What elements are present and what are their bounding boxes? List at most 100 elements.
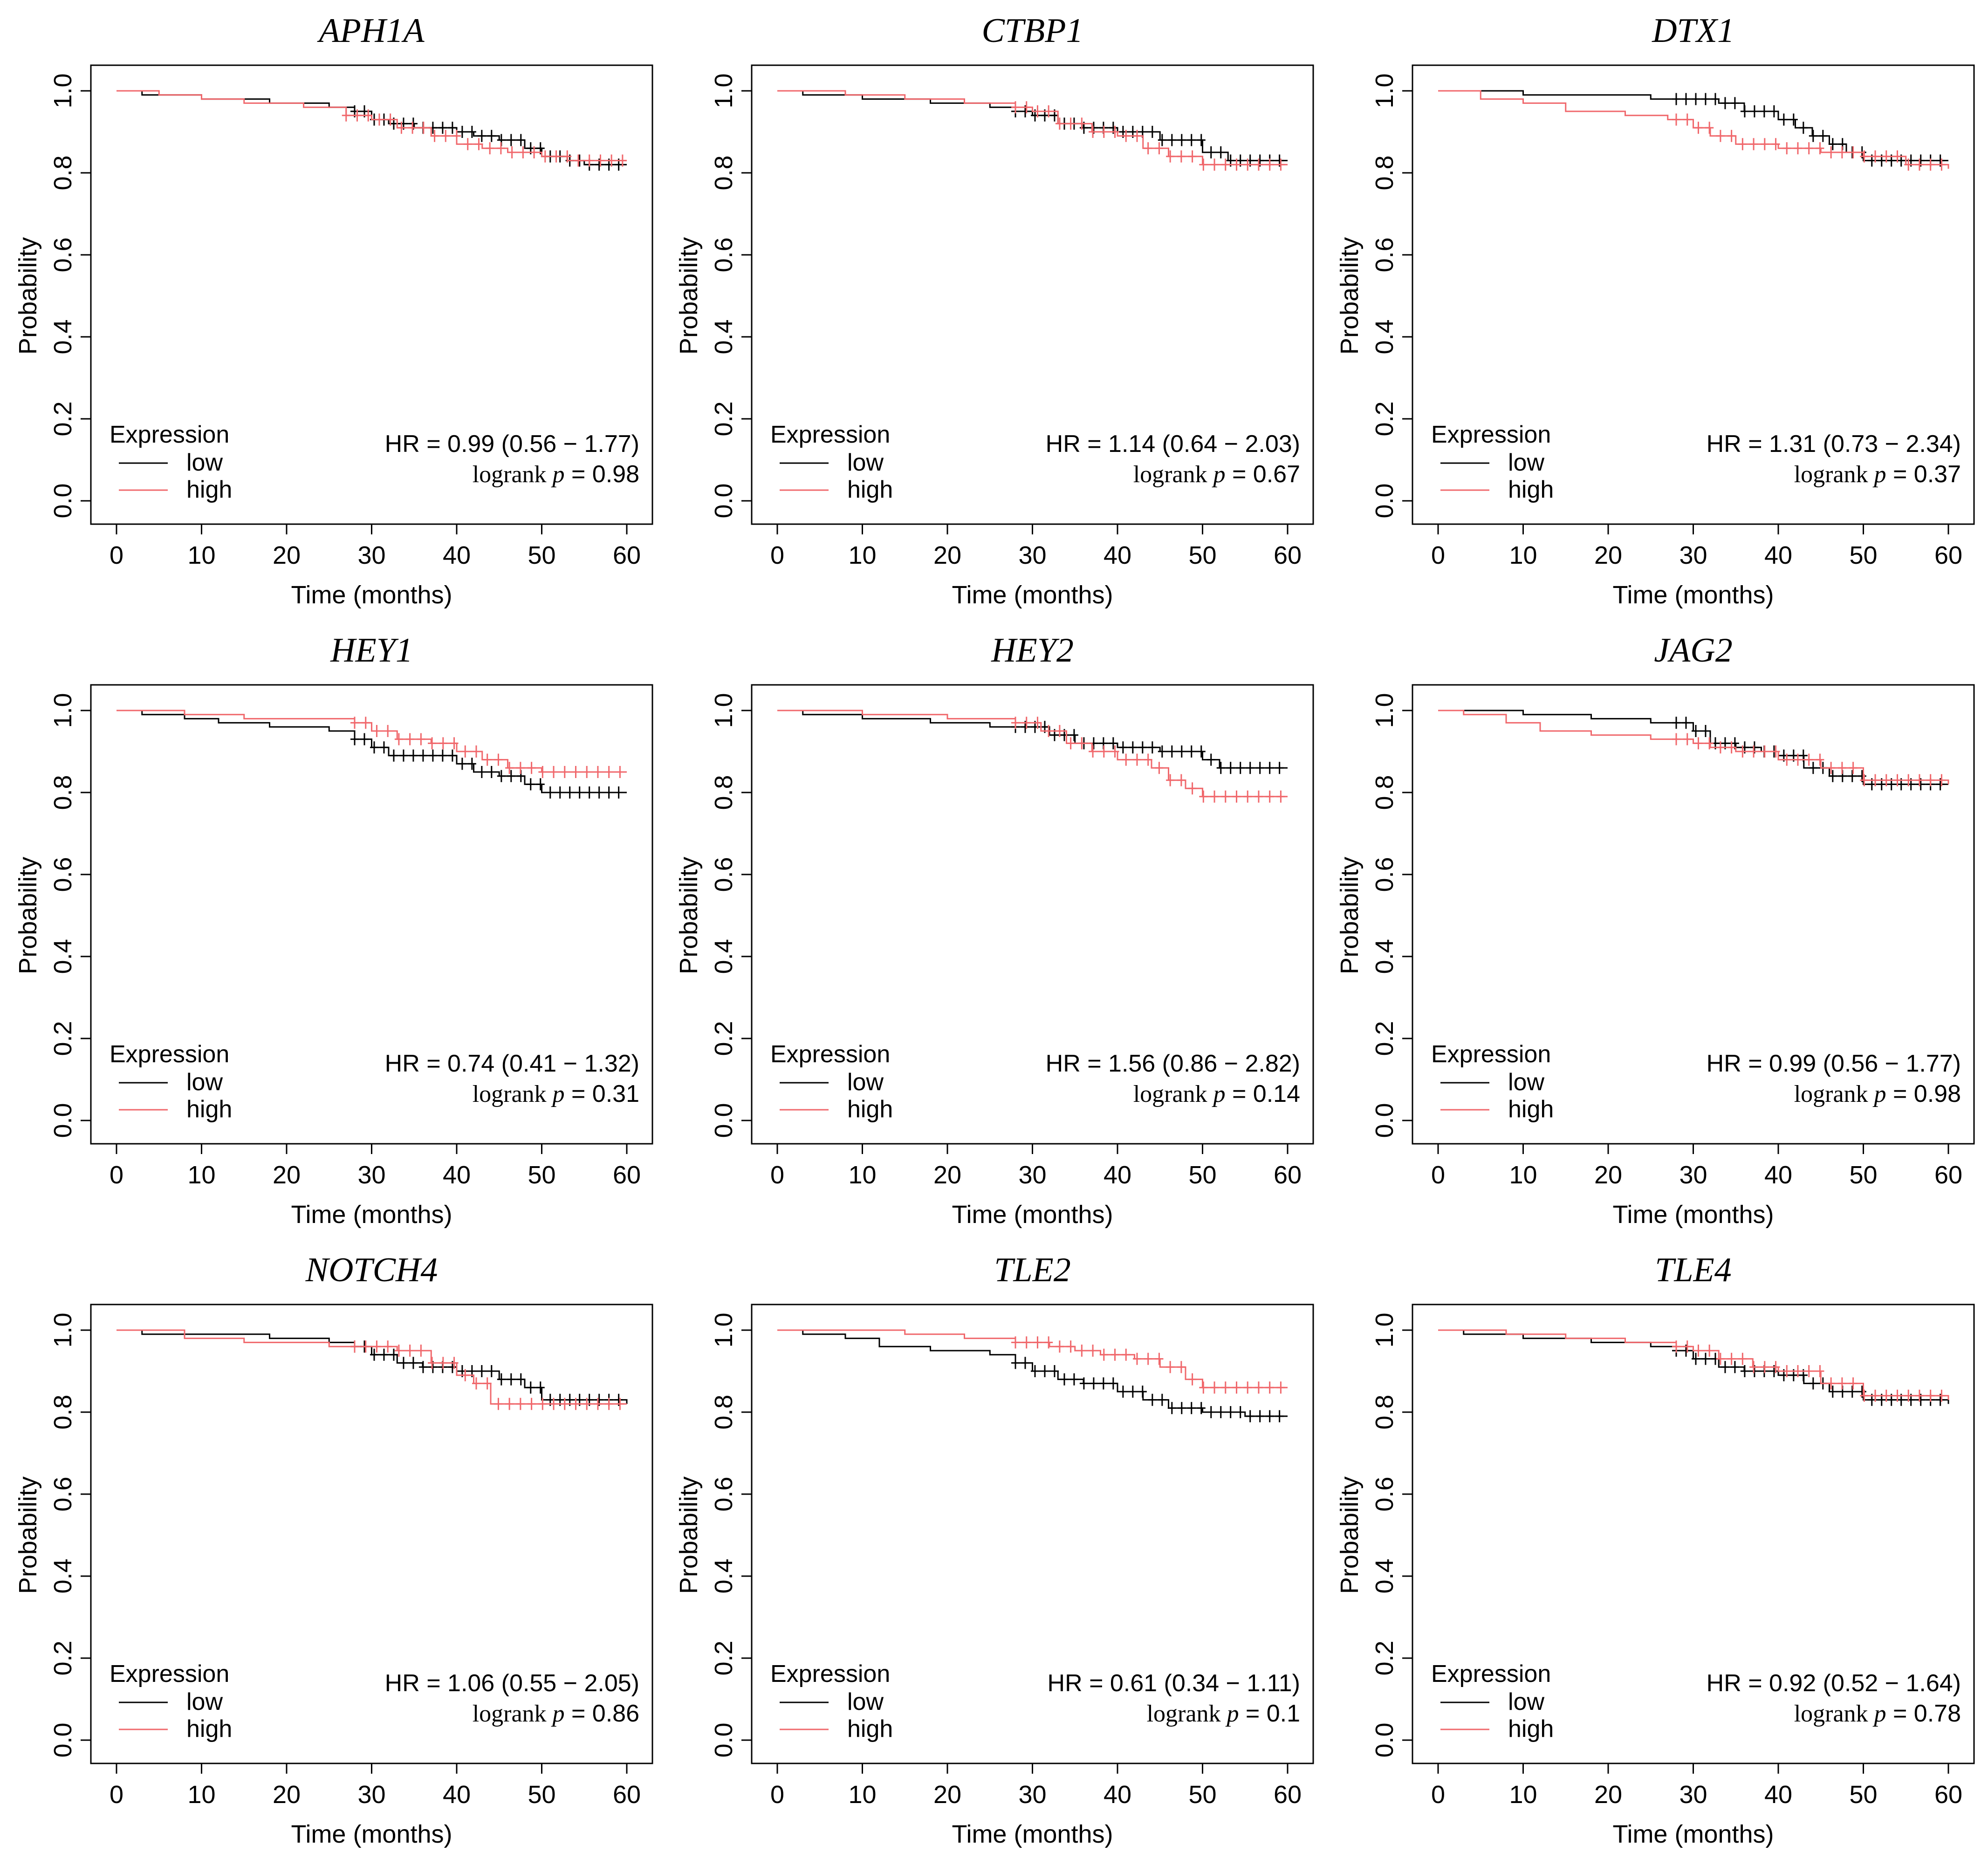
censor-mark <box>1691 1353 1700 1365</box>
y-axis: 0.0 0.2 0.4 0.6 0.8 1.0 <box>710 1312 753 1758</box>
censor-mark <box>418 749 427 762</box>
censor-mark <box>1871 150 1880 163</box>
censor-mark <box>1158 1394 1166 1406</box>
hazard-ratio: HR = 1.06 (0.55 − 2.05) <box>385 1670 639 1697</box>
y-tick-label: 1.0 <box>710 693 738 728</box>
censor-mark <box>350 1340 359 1353</box>
censor-mark <box>1782 753 1791 766</box>
censor-mark <box>1771 1361 1780 1373</box>
x-axis: 0 10 20 30 40 50 60 <box>770 523 1302 569</box>
x-tick-label: 0 <box>1431 1161 1445 1189</box>
hazard-ratio: HR = 0.99 (0.56 − 1.77) <box>385 430 639 458</box>
y-tick-label: 0.4 <box>1371 319 1398 354</box>
censor-mark <box>1683 1340 1692 1353</box>
series-low <box>117 1329 628 1406</box>
y-tick-label: 0.4 <box>1371 939 1398 974</box>
censor-mark <box>438 122 447 134</box>
x-tick-label: 30 <box>1679 1781 1707 1809</box>
legend-label-low: low <box>847 1069 884 1096</box>
x-tick-label: 50 <box>1188 541 1216 569</box>
censor-mark <box>1827 762 1836 774</box>
logrank-p: logrank p = 0.78 <box>1794 1700 1961 1727</box>
hazard-ratio: HR = 0.74 (0.41 − 1.32) <box>385 1050 639 1077</box>
censor-mark <box>1167 134 1176 146</box>
y-tick-label: 1.0 <box>49 73 77 108</box>
x-tick-label: 30 <box>1018 1161 1046 1189</box>
censor-mark <box>1265 158 1274 171</box>
x-tick-label: 60 <box>1934 541 1962 569</box>
censor-mark <box>1672 113 1680 126</box>
censor-mark <box>1904 1389 1913 1402</box>
censor-mark <box>1816 753 1824 766</box>
censor-mark <box>1691 93 1700 105</box>
censor-mark <box>538 1398 547 1410</box>
censor-mark <box>1109 737 1117 750</box>
censor-mark <box>519 146 528 158</box>
series-high <box>117 1329 627 1410</box>
censor-mark <box>1122 753 1131 766</box>
censor-mark <box>1033 1336 1042 1349</box>
y-tick-label: 0.8 <box>1371 1394 1398 1429</box>
censor-mark <box>614 786 623 799</box>
censor-mark <box>1740 105 1749 117</box>
censor-mark <box>1221 1381 1230 1394</box>
censor-mark <box>1683 733 1692 745</box>
censor-mark <box>1276 1381 1285 1394</box>
y-tick-label: 0.4 <box>710 939 738 974</box>
y-axis: 0.0 0.2 0.4 0.6 0.8 1.0 <box>1371 693 1413 1138</box>
x-tick-label: 10 <box>1509 541 1537 569</box>
censor-mark <box>1199 1381 1208 1394</box>
censor-mark <box>389 749 398 762</box>
censor-mark <box>1265 1381 1274 1394</box>
legend-label-high: high <box>847 1096 893 1123</box>
censor-mark <box>1111 1348 1119 1361</box>
y-tick-label: 0.8 <box>1371 775 1398 810</box>
censor-mark <box>384 725 392 737</box>
censor-mark <box>530 146 539 158</box>
censor-mark <box>1860 1389 1869 1402</box>
censor-mark <box>1089 1345 1097 1357</box>
legend-title: Expression <box>770 1041 890 1068</box>
censor-mark <box>1069 1373 1078 1386</box>
y-axis-label: Probability <box>675 1476 703 1594</box>
y-tick-label: 0.0 <box>49 1722 77 1757</box>
censor-mark <box>441 130 450 142</box>
censor-mark <box>1837 1377 1846 1390</box>
censor-mark <box>1210 790 1219 803</box>
logrank-p: logrank p = 0.14 <box>1133 1080 1300 1107</box>
y-axis-label: Probability <box>1336 857 1364 974</box>
x-tick-label: 40 <box>1764 541 1792 569</box>
censor-mark <box>549 1398 558 1410</box>
x-tick-label: 0 <box>1431 541 1445 569</box>
x-tick-label: 30 <box>357 1161 385 1189</box>
x-axis-label: Time (months) <box>952 1201 1113 1229</box>
x-tick-label: 10 <box>1509 1161 1537 1189</box>
censor-mark <box>1779 113 1788 126</box>
x-axis-label: Time (months) <box>1612 1820 1774 1848</box>
censor-mark <box>417 1345 425 1357</box>
y-axis: 0.0 0.2 0.4 0.6 0.8 1.0 <box>49 693 92 1138</box>
censor-mark <box>1828 770 1837 782</box>
censor-mark <box>607 154 616 167</box>
censor-mark <box>1188 782 1197 795</box>
x-tick-label: 20 <box>1594 541 1622 569</box>
y-axis-label: Probability <box>14 237 42 355</box>
censor-mark <box>1138 1386 1147 1398</box>
censor-mark <box>439 1357 447 1369</box>
censor-mark <box>1691 725 1700 737</box>
censor-mark <box>1730 1361 1739 1373</box>
censor-mark <box>1904 774 1913 786</box>
censor-mark <box>565 786 574 799</box>
censor-mark <box>389 1348 398 1361</box>
censor-mark <box>1207 1406 1215 1418</box>
censor-mark <box>1749 1361 1758 1373</box>
x-tick-label: 60 <box>1274 541 1302 569</box>
x-axis-label: Time (months) <box>1612 581 1774 609</box>
censor-mark <box>1789 113 1798 126</box>
censor-mark <box>1177 150 1186 163</box>
censor-mark <box>1893 1389 1902 1402</box>
censor-mark <box>409 749 418 762</box>
